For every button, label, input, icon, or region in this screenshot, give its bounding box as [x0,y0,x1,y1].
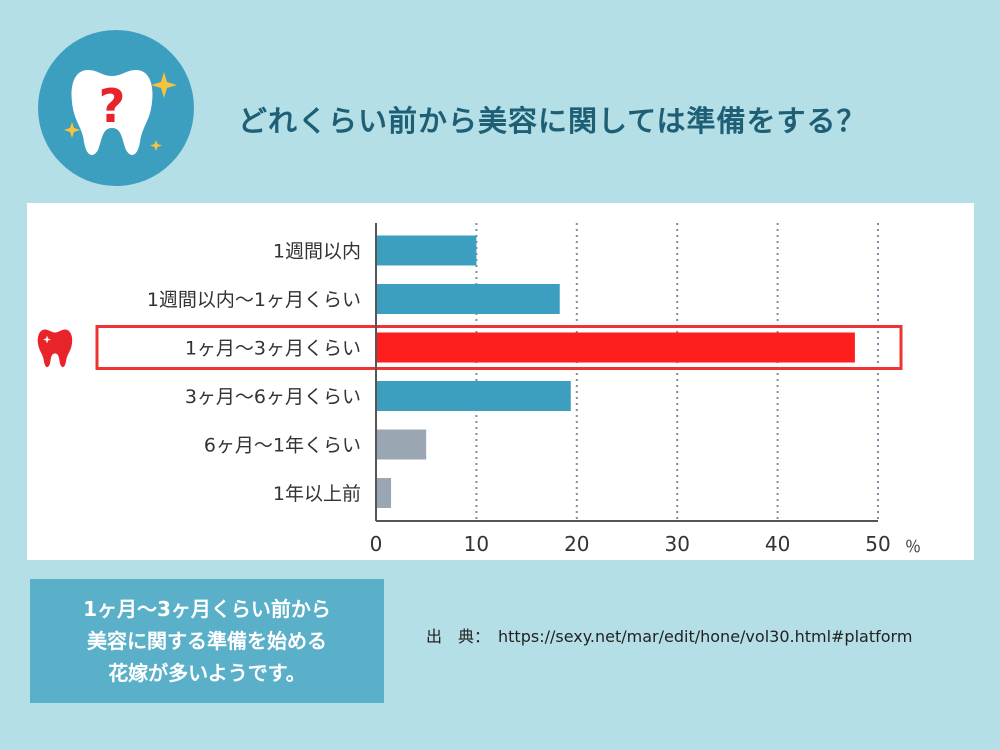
bar [376,478,392,508]
category-label: 1週間以内 [273,241,361,263]
x-tick-label: 30 [664,532,689,556]
page-title: どれくらい前から美容に関しては準備をする？ [238,104,867,138]
x-unit-label: ％ [905,537,921,556]
category-label: 1ヶ月〜3ヶ月くらい [185,338,361,360]
bar-chart: 1週間以内 1週間以内〜1ヶ月くらい 1ヶ月〜3ヶ月くらい 3ヶ月〜6ヶ月くらい 6ヶ月… [37,223,921,556]
summary-line-1: 1ヶ月〜3ヶ月くらい前から [83,597,331,621]
category-label: 6ヶ月〜1年くらい [204,435,361,457]
bar [376,235,477,266]
x-tick-label: 0 [370,532,383,556]
summary-box: 1ヶ月〜3ヶ月くらい前から 美容に関する準備を始める 花嫁が多いようです。 [30,579,384,703]
source-label: 出 典： [426,627,491,646]
x-tick-label: 10 [464,532,489,556]
source-citation: 出 典： https://sexy.net/mar/edit/hone/vol30… [426,623,912,647]
bar [376,429,427,460]
source-url: https://sexy.net/mar/edit/hone/vol30.htm… [498,627,913,646]
bar [376,381,571,411]
bar [376,332,855,363]
highlight-box [95,325,903,370]
category-label: 3ヶ月〜6ヶ月くらい [185,386,361,408]
tooth-shape [37,329,73,368]
x-tick-label: 20 [564,532,589,556]
category-label: 1年以上前 [273,483,361,505]
sparkle-icon [64,72,177,151]
summary-line-2: 美容に関する準備を始める [87,629,327,653]
x-tick-label: 40 [765,532,790,556]
tooth-highlight-icon [37,329,73,368]
category-label: 1週間以内〜1ヶ月くらい [147,289,361,311]
tooth-question-logo: ? [38,30,194,186]
bar [376,284,560,314]
question-mark-icon: ? [99,79,126,133]
chart-panel: 1週間以内 1週間以内〜1ヶ月くらい 1ヶ月〜3ヶ月くらい 3ヶ月〜6ヶ月くらい 6ヶ月… [27,203,974,560]
sparkle-shape [43,335,51,344]
tooth-icon [71,70,153,156]
svg-text:?: ? [99,79,126,133]
summary-line-3: 花嫁が多いようです。 [108,661,306,685]
x-tick-label: 50 [865,532,890,556]
